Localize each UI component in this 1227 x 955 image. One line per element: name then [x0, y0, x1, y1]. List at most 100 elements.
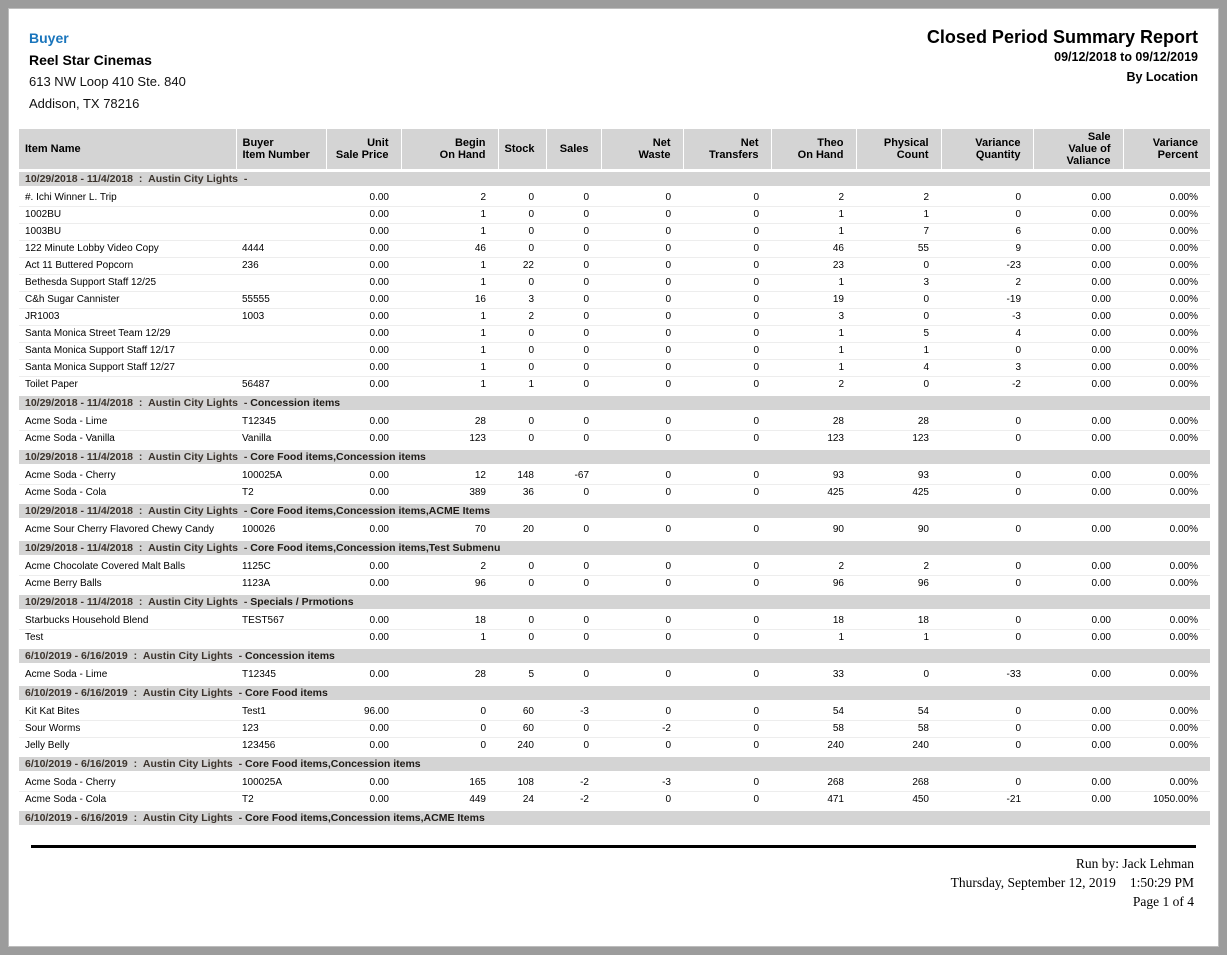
table-row: Toilet Paper 56487 0.00 1 1 0 0 0 2 0 -2 0.00 0.00% [19, 376, 1210, 395]
cell-net-waste: 0 [601, 223, 683, 241]
cell-physical-count: 55 [856, 240, 941, 258]
group-header-text: 6/10/2019 - 6/16/2019 : Austin City Ligh… [19, 754, 1210, 775]
group-location: : Austin City Lights - [133, 451, 251, 463]
cell-item-name: Acme Soda - Lime [19, 665, 236, 685]
cell-unit-sale-price: 0.00 [326, 484, 401, 503]
cell-sale-value-of-valiance: 0.00 [1033, 291, 1123, 309]
cell-stock: 0 [498, 430, 546, 449]
group-header-row: 10/29/2018 - 11/4/2018 : Austin City Lig… [19, 592, 1210, 613]
cell-unit-sale-price: 0.00 [326, 737, 401, 756]
group-header-row: 10/29/2018 - 11/4/2018 : Austin City Lig… [19, 393, 1210, 414]
cell-buyer-item-number: T12345 [236, 412, 326, 431]
column-header-begin-on-hand: Begin On Hand [401, 129, 499, 171]
cell-item-name: Bethesda Support Staff 12/25 [19, 274, 236, 292]
cell-sale-value-of-valiance: 0.00 [1033, 308, 1123, 326]
cell-net-waste: 0 [601, 188, 683, 207]
cell-unit-sale-price: 0.00 [326, 359, 401, 377]
cell-sale-value-of-valiance: 0.00 [1033, 188, 1123, 207]
cell-begin-on-hand: 46 [401, 240, 498, 258]
cell-variance-quantity: 9 [941, 240, 1033, 258]
report-date-range: 09/12/2018 to 09/12/2019 [1054, 50, 1198, 64]
cell-buyer-item-number: TEST567 [236, 611, 326, 630]
table-row: Bethesda Support Staff 12/25 0.00 1 0 0 0 0 1 3 2… [19, 274, 1210, 292]
cell-buyer-item-number: 100025A [236, 466, 326, 485]
cell-net-waste: 0 [601, 737, 683, 756]
cell-variance-percent: 0.00% [1123, 737, 1210, 756]
group-category: Concession items [250, 397, 341, 409]
table-row: Santa Monica Street Team 12/29 0.00 1 0 0 0 0 1… [19, 325, 1210, 343]
run-date: Thursday, September 12, 2019 [950, 875, 1116, 890]
cell-net-transfers: 0 [683, 342, 771, 360]
cell-variance-quantity: 6 [941, 223, 1033, 241]
cell-physical-count: 240 [856, 737, 941, 756]
cell-begin-on-hand: 70 [401, 520, 498, 540]
cell-sale-value-of-valiance: 0.00 [1033, 702, 1123, 721]
cell-theo-on-hand: 19 [771, 291, 856, 309]
cell-variance-quantity: 0 [941, 206, 1033, 224]
cell-variance-quantity: 0 [941, 520, 1033, 540]
cell-stock: 5 [498, 665, 546, 685]
group-header-text: 10/29/2018 - 11/4/2018 : Austin City Lig… [19, 538, 1210, 559]
cell-physical-count: 2 [856, 557, 941, 576]
cell-net-transfers: 0 [683, 520, 771, 540]
cell-sales: 0 [546, 430, 601, 449]
cell-variance-percent: 0.00% [1123, 325, 1210, 343]
cell-sale-value-of-valiance: 0.00 [1033, 206, 1123, 224]
cell-net-waste: 0 [601, 342, 683, 360]
table-row: Acme Berry Balls 1123A 0.00 96 0 0 0 0 96 96 0 0.00… [19, 575, 1210, 594]
cell-variance-quantity: 0 [941, 430, 1033, 449]
cell-physical-count: 4 [856, 359, 941, 377]
cell-unit-sale-price: 0.00 [326, 557, 401, 576]
cell-sale-value-of-valiance: 0.00 [1033, 430, 1123, 449]
report-footer: Run by: Jack Lehman Thursday, September … [9, 854, 1218, 911]
cell-sales: -2 [546, 791, 601, 810]
cell-theo-on-hand: 2 [771, 376, 856, 395]
cell-variance-percent: 0.00% [1123, 520, 1210, 540]
group-location: : Austin City Lights - [127, 687, 246, 699]
cell-variance-percent: 0.00% [1123, 629, 1210, 648]
cell-sales: 0 [546, 342, 601, 360]
cell-begin-on-hand: 12 [401, 466, 498, 485]
cell-begin-on-hand: 0 [401, 737, 498, 756]
cell-variance-quantity: -19 [941, 291, 1033, 309]
cell-stock: 0 [498, 240, 546, 258]
cell-sale-value-of-valiance: 0.00 [1033, 359, 1123, 377]
cell-sales: 0 [546, 611, 601, 630]
cell-variance-percent: 0.00% [1123, 257, 1210, 275]
report-title: Closed Period Summary Report [926, 27, 1198, 47]
cell-sale-value-of-valiance: 0.00 [1033, 737, 1123, 756]
group-date-range: 6/10/2019 - 6/16/2019 [25, 650, 128, 662]
cell-variance-quantity: 0 [941, 342, 1033, 360]
cell-item-name: Acme Berry Balls [19, 575, 236, 594]
cell-physical-count: 1 [856, 206, 941, 224]
group-category: Core Food items,Concession items,Test Su… [250, 542, 501, 554]
cell-variance-percent: 0.00% [1123, 773, 1210, 792]
table-row: 122 Minute Lobby Video Copy 4444 0.00 46 0 0 0… [19, 240, 1210, 258]
cell-begin-on-hand: 0 [401, 702, 498, 721]
group-header-text: 6/10/2019 - 6/16/2019 : Austin City Ligh… [19, 683, 1210, 704]
cell-physical-count: 450 [856, 791, 941, 810]
group-header-row: 10/29/2018 - 11/4/2018 : Austin City Lig… [19, 169, 1210, 190]
table-row: JR1003 1003 0.00 1 2 0 0 0 3 0 -3 0.00 0.00% [19, 308, 1210, 326]
cell-variance-percent: 0.00% [1123, 702, 1210, 721]
cell-sale-value-of-valiance: 0.00 [1033, 466, 1123, 485]
cell-begin-on-hand: 1 [401, 325, 498, 343]
run-datetime: Thursday, September 12, 2019 1:50:29 PM [9, 873, 1194, 892]
cell-variance-percent: 0.00% [1123, 274, 1210, 292]
cell-net-transfers: 0 [683, 412, 771, 431]
cell-variance-quantity: 0 [941, 773, 1033, 792]
cell-net-transfers: 0 [683, 376, 771, 395]
page-number: Page 1 of 4 [1132, 894, 1194, 909]
cell-net-waste: 0 [601, 412, 683, 431]
cell-variance-quantity: 0 [941, 611, 1033, 630]
cell-physical-count: 425 [856, 484, 941, 503]
group-category: Core Food items,Concession items [245, 758, 421, 770]
cell-begin-on-hand: 2 [401, 188, 498, 207]
cell-stock: 0 [498, 325, 546, 343]
cell-buyer-item-number: 1123A [236, 575, 326, 594]
cell-item-name: JR1003 [19, 308, 236, 326]
report-title-block: Closed Period Summary Report 09/12/2018 … [927, 27, 1198, 115]
cell-stock: 0 [498, 188, 546, 207]
group-category: Specials / Prmotions [250, 596, 354, 608]
